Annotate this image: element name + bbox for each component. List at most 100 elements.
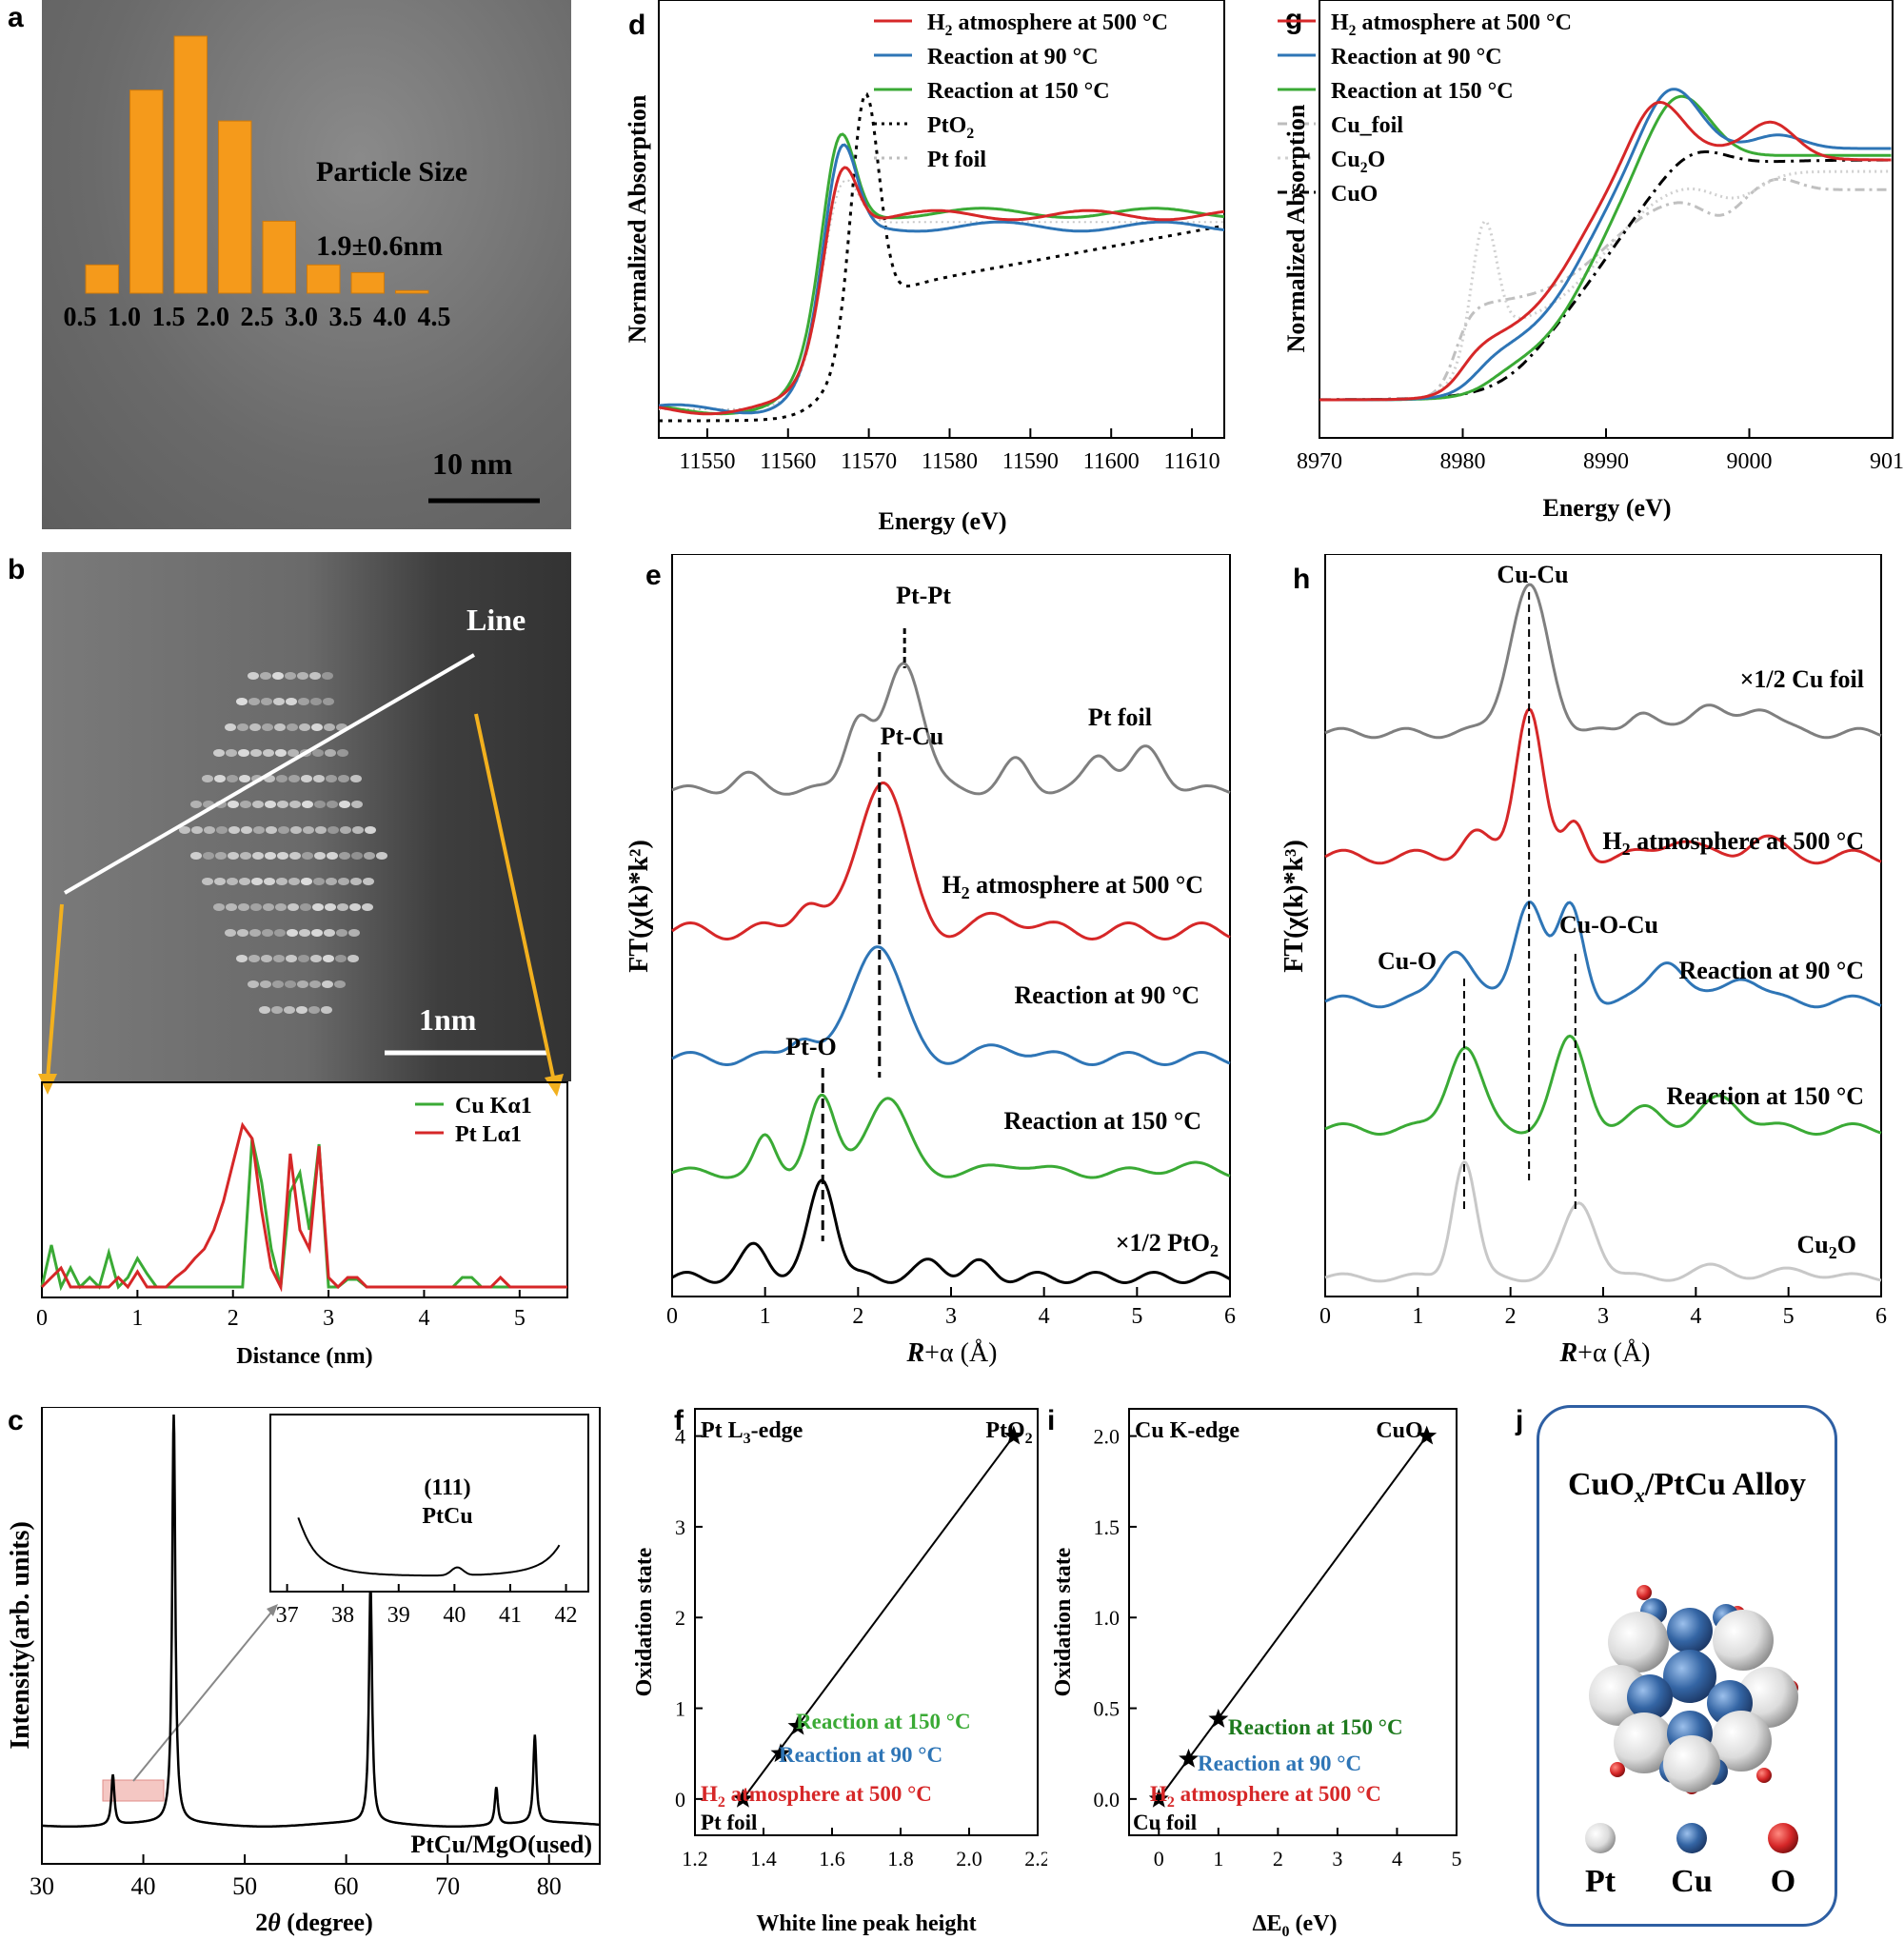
inset-tick-label: 38 (331, 1603, 354, 1628)
f-ytick-label: 2 (675, 1606, 685, 1630)
xrd-chart: 30 40 50 60 70 80 37 38 39 40 41 42 (111) PtCu PtC… (0, 1407, 609, 1940)
curve-h-cu2o (1325, 1162, 1881, 1281)
peak-pt-pt: Pt-Pt (896, 582, 951, 609)
arrow-right-head (545, 1074, 564, 1097)
pt-ox-xlabel: White line peak height (756, 1911, 976, 1936)
label-cu-r150: Reaction at 150 °C (1666, 1082, 1864, 1110)
legend-entry: CuO (1331, 182, 1378, 207)
pt-atom (1608, 1612, 1669, 1673)
hist-bar (263, 221, 295, 293)
label-i-cufoil: Cu foil (1133, 1811, 1197, 1834)
hist-tick-label: 2.0 (196, 303, 229, 332)
xrd-sample-label: PtCu/MgO(used) (410, 1831, 592, 1858)
legend-atom-o (1768, 1823, 1798, 1853)
o-atom (1636, 1585, 1652, 1600)
f-xtick-label: 1.4 (750, 1847, 777, 1871)
legend-entry: H2 atmosphere at 500 °C (1331, 10, 1572, 39)
tem-image-a: 0.5 1.0 1.5 2.0 2.5 3.0 3.5 4.0 4.5 Particle Siz… (42, 0, 571, 529)
cluster-model: Pt Cu O (1539, 1522, 1840, 1903)
zoom-arrow (133, 1609, 274, 1781)
inset-hkl: (111) (424, 1475, 470, 1500)
legend-entry: Reaction at 90 °C (1331, 45, 1502, 69)
legend-entry: Pt foil (927, 148, 986, 172)
f-xtick-label: 1.6 (819, 1847, 845, 1871)
curve-cu2o (1319, 171, 1892, 400)
h-tick-label: 2 (1505, 1304, 1517, 1329)
curve-cu-reaction-90 (1319, 89, 1892, 400)
hist-tick-label: 1.5 (152, 303, 186, 332)
i-xtick-label: 5 (1452, 1847, 1462, 1871)
g-tick-label: 8990 (1583, 449, 1629, 474)
d-tick-label: 11580 (922, 449, 978, 474)
lp-tick-label: 5 (514, 1306, 526, 1331)
label-cu-r90: Reaction at 90 °C (1678, 957, 1864, 984)
e-tick-label: 2 (852, 1304, 863, 1329)
cu-xanes-chart: 89708980899090009010 H2 atmosphere at 50… (1266, 0, 1904, 543)
e-tick-label: 5 (1131, 1304, 1142, 1329)
xrd-tick-label: 50 (232, 1872, 257, 1900)
scale-bar-label: 10 nm (432, 446, 513, 481)
legend-pt: Pt Lα1 (455, 1122, 522, 1147)
h-tick-label: 3 (1597, 1304, 1609, 1329)
line-profile-chart: 0 1 2 3 4 5 Cu Kα1 Pt Lα1 Distance (nm) (0, 552, 609, 1371)
d-tick-label: 11550 (679, 449, 735, 474)
o-atom (1610, 1762, 1625, 1777)
f-ytick-label: 0 (675, 1788, 685, 1811)
hist-bar (307, 265, 340, 293)
curve-h2-500 (659, 168, 1224, 414)
legend-entry: H2 atmosphere at 500 °C (927, 10, 1168, 39)
i-ytick-label: 1.5 (1094, 1515, 1121, 1539)
pt-xanes-chart: 11550 11560 11570 11580 11590 11600 11610 H2 a… (609, 0, 1238, 543)
o-atom (1756, 1768, 1772, 1783)
curve-pto2 (659, 94, 1224, 421)
peak-cu-cu: Cu-Cu (1497, 561, 1568, 588)
peak-cu-o-cu: Cu-O-Cu (1559, 911, 1658, 939)
f-ytick-label: 1 (675, 1697, 685, 1721)
model-box: CuOx/PtCu Alloy Pt Cu O (1537, 1405, 1837, 1927)
pt-xanes-ylabel: Normalized Absorption (624, 94, 651, 343)
i-ytick-label: 1.0 (1094, 1606, 1121, 1630)
peak-pt-cu: Pt-Cu (881, 723, 943, 750)
line-profile-series (42, 1138, 567, 1287)
arrow-left (48, 904, 62, 1079)
label-cu2o: Cu2O (1797, 1231, 1856, 1262)
data-point-star (1208, 1709, 1228, 1728)
model-title: CuOx/PtCu Alloy (1539, 1467, 1835, 1508)
xrd-tick-label: 60 (334, 1872, 359, 1900)
peak-pt-o: Pt-O (785, 1033, 836, 1060)
line-profile-xlabel: Distance (nm) (236, 1344, 372, 1369)
panel-label-a: a (8, 2, 24, 34)
ptcu-cluster (1589, 1585, 1798, 1794)
label-cuo-point: CuO (1376, 1418, 1422, 1443)
lp-tick-label: 4 (418, 1306, 429, 1331)
hist-bar (86, 265, 118, 293)
hist-bar (351, 272, 384, 293)
cu-ox-ylabel: Oxidation state (1051, 1547, 1076, 1696)
cu-edge-label: Cu K-edge (1135, 1418, 1240, 1443)
label-f-r90: Reaction at 90 °C (779, 1743, 942, 1767)
legend-entry: Cu2O (1331, 148, 1385, 176)
h-tick-label: 0 (1319, 1304, 1331, 1329)
i-ytick-label: 0.5 (1094, 1697, 1121, 1721)
f-ytick-label: 3 (675, 1515, 685, 1539)
label-r150: Reaction at 150 °C (1003, 1107, 1201, 1135)
label-pto2: ×1/2 PtO2 (1116, 1229, 1219, 1260)
inset-tick-label: 41 (499, 1603, 522, 1628)
label-i-h2: H2 atmosphere at 500 °C (1150, 1782, 1381, 1811)
f-ytick-label: 4 (675, 1425, 685, 1449)
legend-entry: PtO2 (927, 113, 974, 142)
label-h2-500: H2 atmosphere at 500 °C (942, 871, 1203, 902)
pt-atom (1713, 1610, 1774, 1671)
g-tick-label: 8970 (1297, 449, 1342, 474)
particle-size-histogram: 0.5 1.0 1.5 2.0 2.5 3.0 3.5 4.0 4.5 Particle Siz… (42, 0, 571, 529)
f-xtick-label: 1.8 (887, 1847, 914, 1871)
g-tick-label: 9000 (1727, 449, 1773, 474)
hist-tick-label: 2.5 (241, 303, 274, 332)
lp-tick-label: 2 (228, 1306, 239, 1331)
hist-tick-label: 4.5 (418, 303, 451, 332)
curve-h-cufoil (1325, 584, 1881, 738)
data-point-star (1179, 1749, 1199, 1768)
i-ytick-label: 2.0 (1094, 1425, 1121, 1449)
h-tick-label: 6 (1875, 1304, 1887, 1329)
inset-phase: PtCu (422, 1504, 472, 1529)
